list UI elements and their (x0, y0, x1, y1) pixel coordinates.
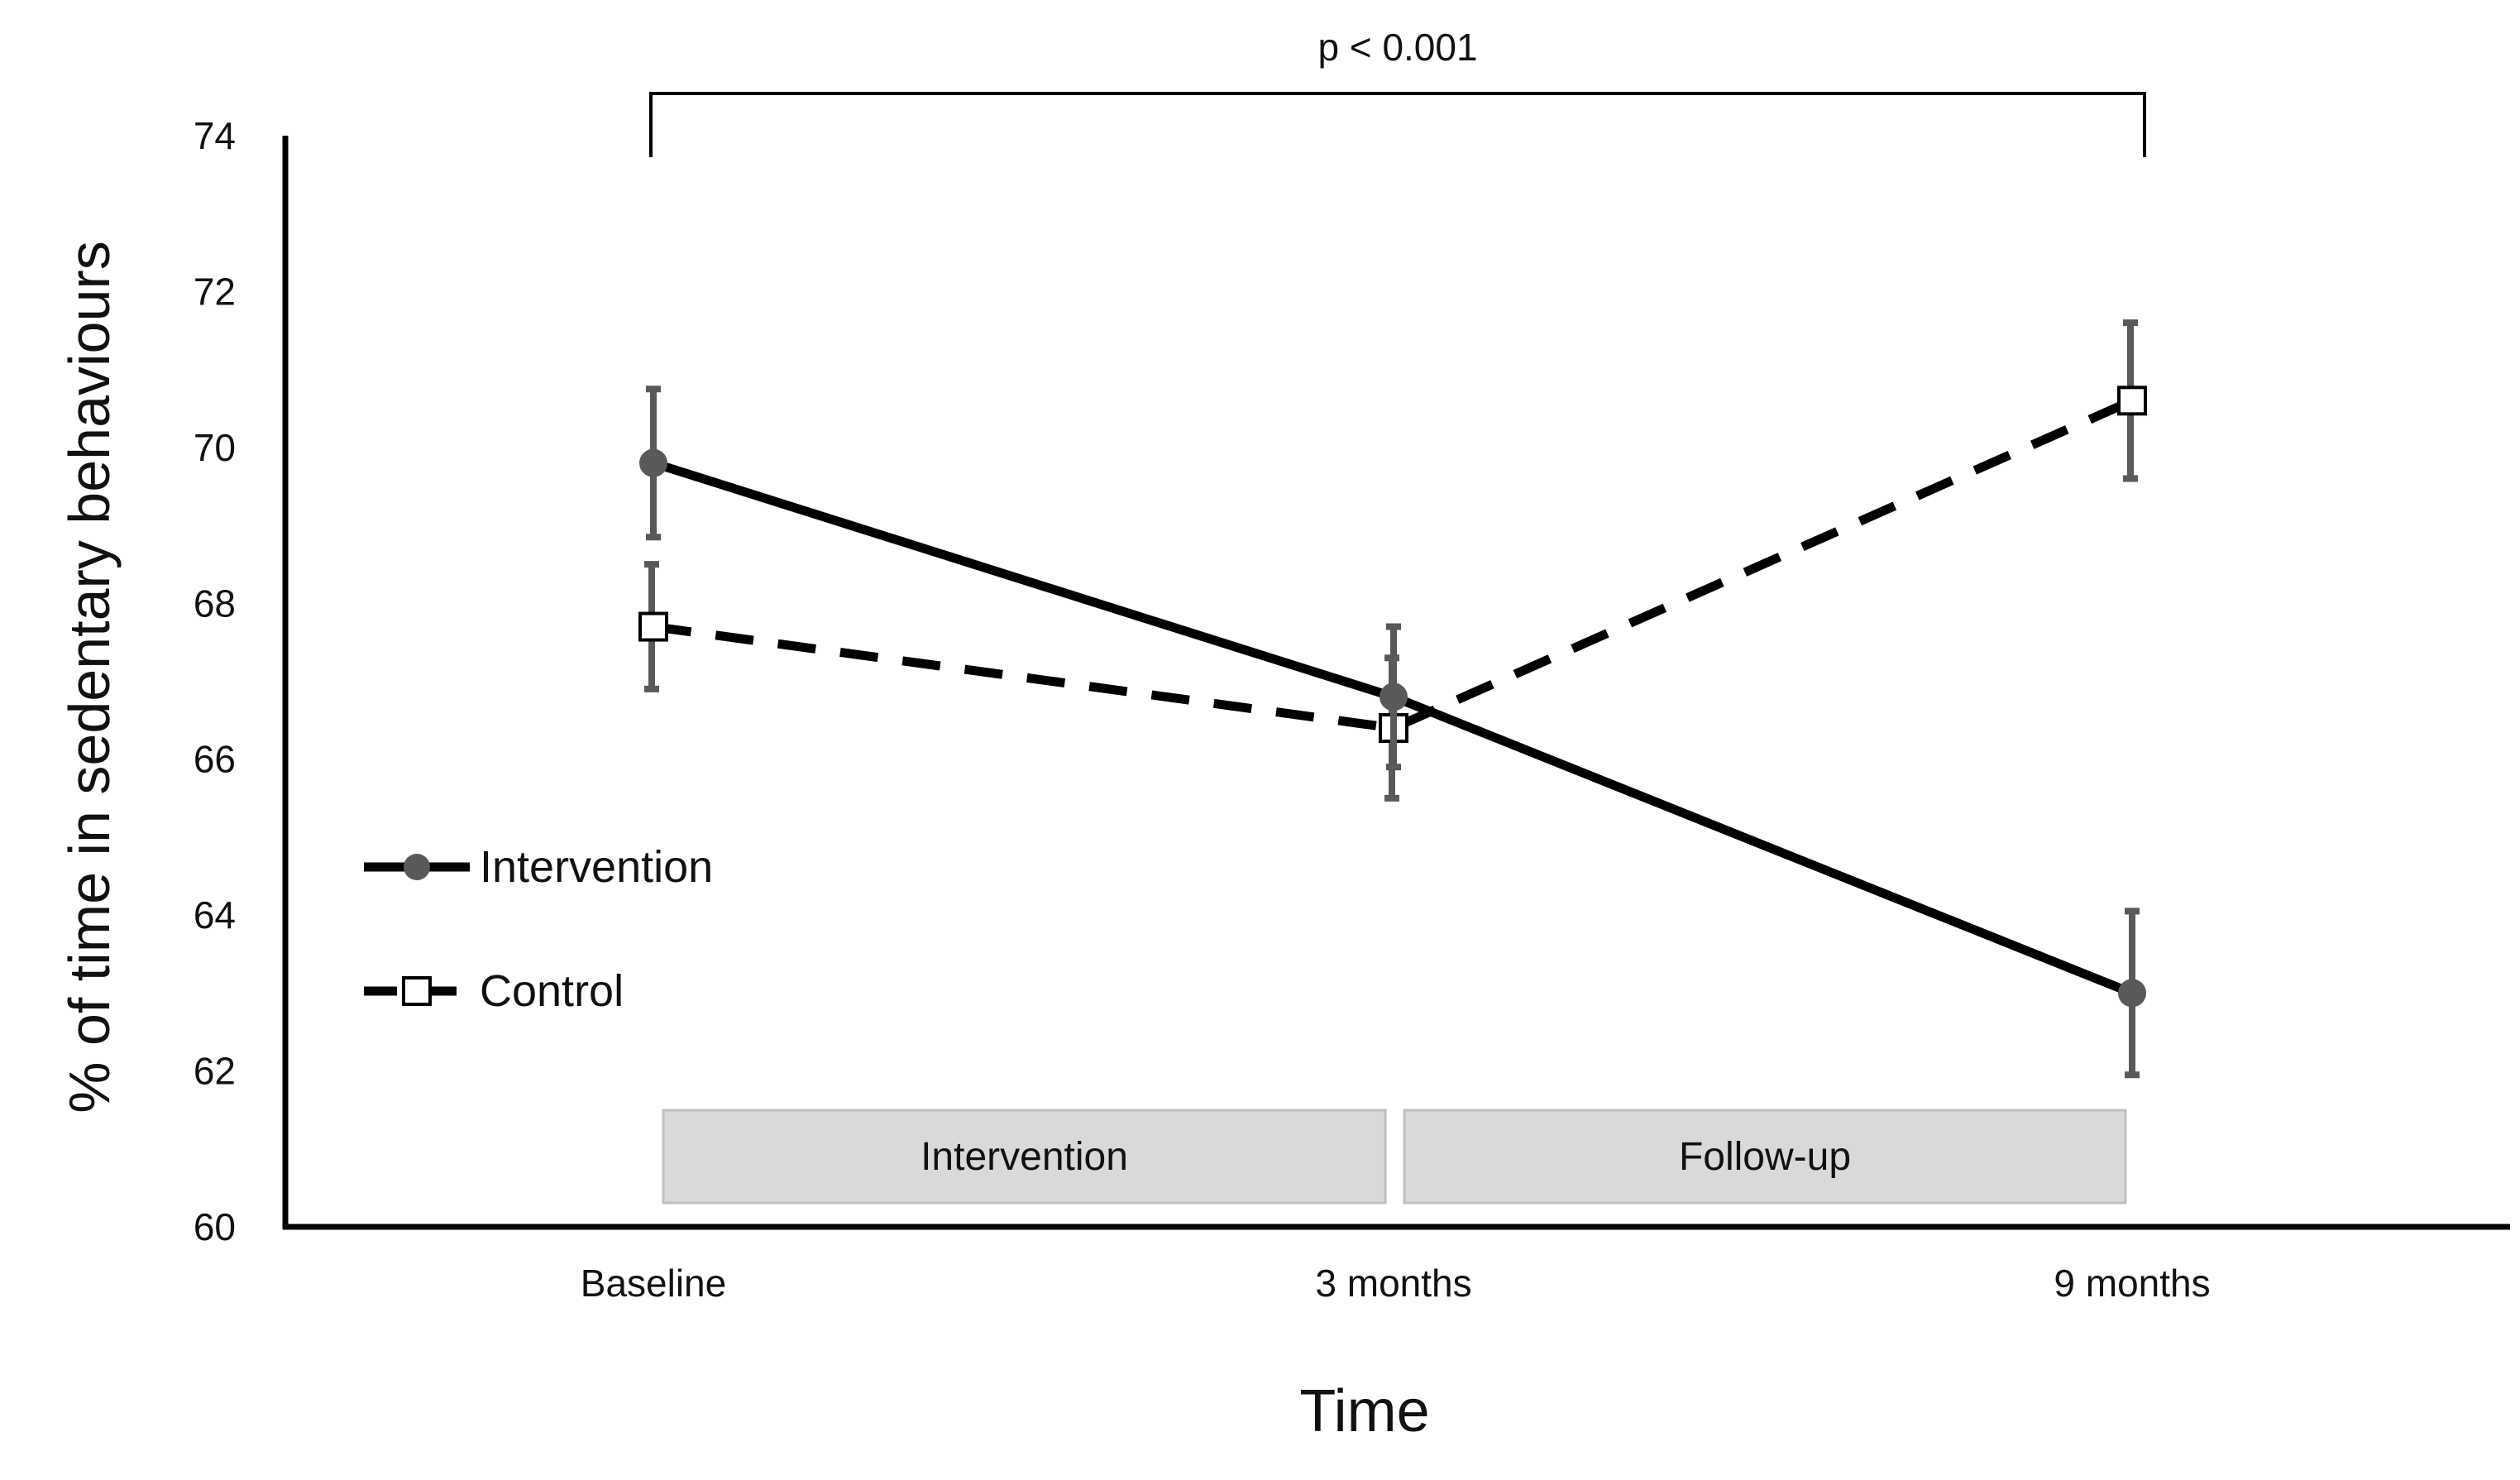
axes: 60 62 64 66 68 70 72 74 Baseline 3 months 9 months… (57, 114, 2510, 1444)
y-tick-label: 66 (194, 738, 236, 781)
y-tick-label: 60 (194, 1205, 236, 1248)
data-point (1380, 683, 1408, 711)
y-tick-label: 68 (194, 582, 236, 625)
y-tick-label: 70 (194, 426, 236, 469)
legend-item-intervention: Intervention (364, 842, 713, 892)
y-axis-title: % of time in sedentary behaviours (57, 241, 122, 1113)
phase-boxes: Intervention Follow-up (662, 1109, 2127, 1205)
significance-bracket-line (649, 92, 2146, 157)
legend: Intervention Control (364, 842, 713, 1016)
significance-label: p < 0.001 (1317, 26, 1477, 69)
series (638, 319, 2147, 1079)
data-point (639, 448, 667, 477)
legend-label: Intervention (480, 842, 713, 892)
y-tick-label: 64 (194, 893, 236, 936)
phase-label: Follow-up (1679, 1135, 1851, 1179)
x-tick-label: 3 months (1315, 1262, 1471, 1305)
data-point (2117, 386, 2147, 416)
x-tick-label: 9 months (2054, 1262, 2210, 1305)
y-tick-label: 62 (194, 1050, 236, 1093)
data-point (2118, 979, 2146, 1008)
significance-bracket: p < 0.001 (649, 26, 2146, 157)
series-intervention (639, 386, 2146, 1079)
data-point (638, 611, 668, 642)
phase-box (1403, 1109, 2127, 1205)
series-line (653, 396, 2135, 733)
y-tick-label: 74 (194, 114, 236, 157)
phase-box (662, 1109, 1387, 1205)
x-axis-title: Time (1299, 1378, 1429, 1444)
legend-marker (404, 854, 430, 880)
x-tick-label: Baseline (581, 1262, 726, 1305)
legend-label: Control (480, 966, 624, 1016)
phase-label: Intervention (920, 1135, 1128, 1179)
legend-marker (402, 976, 432, 1006)
y-tick-label: 72 (194, 270, 236, 313)
legend-item-control: Control (364, 966, 624, 1016)
